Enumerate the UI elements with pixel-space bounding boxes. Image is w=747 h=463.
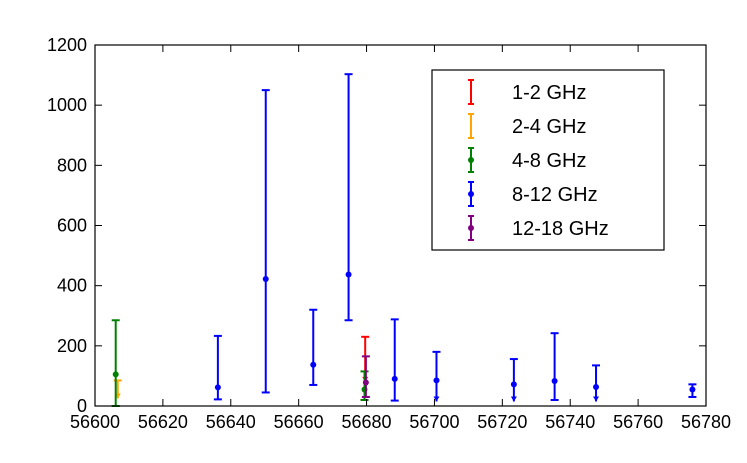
y-tick-label: 800 bbox=[57, 155, 87, 175]
data-point bbox=[214, 384, 221, 391]
legend-label: 2-4 GHz bbox=[512, 116, 586, 138]
x-tick-label: 56740 bbox=[545, 412, 595, 432]
data-point bbox=[689, 386, 696, 393]
legend-label: 4-8 GHz bbox=[512, 150, 586, 172]
legend-marker-dot bbox=[468, 191, 474, 197]
axes: 56600 56620 56640 56660 56680 56700 56720 56740… bbox=[47, 35, 731, 432]
x-tick-label: 56780 bbox=[681, 412, 731, 432]
data-point bbox=[345, 271, 352, 278]
y-tick-label: 200 bbox=[57, 336, 87, 356]
data-point bbox=[262, 276, 269, 283]
x-tick-label: 56640 bbox=[206, 412, 256, 432]
x-tick-label: 56660 bbox=[274, 412, 324, 432]
legend-marker-dot bbox=[468, 157, 474, 163]
upper-limit-arrow bbox=[510, 396, 517, 402]
x-tick-label: 56760 bbox=[613, 412, 663, 432]
data-point bbox=[391, 375, 398, 382]
x-tick-label: 56680 bbox=[342, 412, 392, 432]
x-tick-label: 56620 bbox=[138, 412, 188, 432]
y-tick-label: 400 bbox=[57, 276, 87, 296]
data-point bbox=[362, 379, 369, 386]
data-point bbox=[510, 381, 517, 388]
legend-item: 12-18 GHz bbox=[468, 215, 609, 241]
legend-marker-dot bbox=[468, 225, 474, 231]
legend-item: 2-4 GHz bbox=[468, 113, 586, 139]
legend: 1-2 GHz 2-4 GHz 4-8 GHz 8-12 GHz 12-18 GHz bbox=[431, 69, 665, 251]
legend-item: 4-8 GHz bbox=[468, 147, 586, 173]
data-point bbox=[310, 361, 317, 368]
x-tick-label: 56700 bbox=[409, 412, 459, 432]
y-tick-label: 1200 bbox=[47, 35, 87, 55]
x-tick-label: 56720 bbox=[477, 412, 527, 432]
legend-label: 8-12 GHz bbox=[512, 184, 598, 206]
legend-label: 1-2 GHz bbox=[512, 82, 586, 104]
data-point bbox=[433, 377, 440, 384]
series-4 bbox=[361, 355, 370, 398]
series-2 bbox=[111, 319, 369, 407]
series-3 bbox=[213, 73, 697, 402]
legend-label: 12-18 GHz bbox=[512, 218, 609, 240]
legend-item: 1-2 GHz bbox=[468, 79, 586, 105]
y-tick-label: 0 bbox=[77, 396, 87, 416]
x-tick-label: 56600 bbox=[70, 412, 120, 432]
upper-limit-arrow bbox=[433, 396, 440, 402]
data-point bbox=[551, 378, 558, 385]
data-point bbox=[112, 371, 119, 378]
upper-limit-arrow bbox=[593, 396, 600, 402]
data-point bbox=[593, 384, 600, 391]
legend-item: 8-12 GHz bbox=[468, 181, 598, 207]
y-tick-label: 600 bbox=[57, 216, 87, 236]
y-tick-label: 1000 bbox=[47, 95, 87, 115]
plot-area bbox=[111, 73, 697, 407]
